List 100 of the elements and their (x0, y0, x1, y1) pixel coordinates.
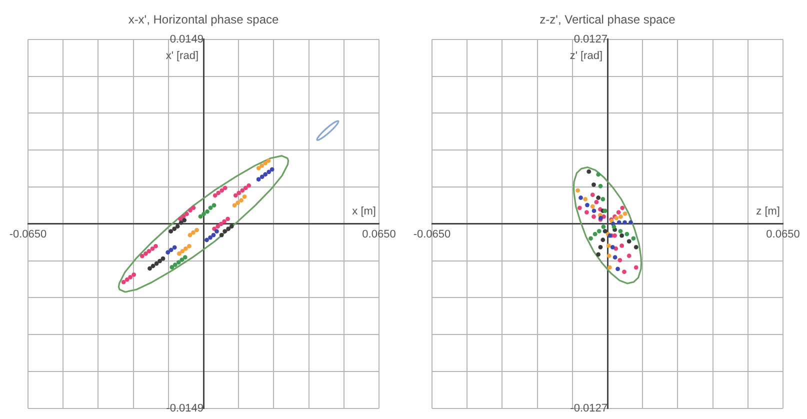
point (146, 248, 152, 254)
point (624, 232, 630, 236)
point (590, 192, 595, 198)
point (626, 239, 632, 244)
point (598, 184, 603, 188)
point (266, 170, 272, 174)
point (220, 188, 224, 193)
point (208, 235, 212, 240)
point (256, 177, 261, 182)
x-axis-title: x [m] (352, 205, 376, 218)
point (214, 229, 219, 234)
point (160, 256, 166, 261)
point (168, 248, 174, 252)
point (583, 197, 588, 202)
point (191, 230, 196, 235)
point (188, 232, 192, 238)
point (208, 206, 213, 210)
chart-title: x-x', Horizontal phase space (128, 12, 279, 27)
x-tick-label: -0.0650 (9, 228, 47, 241)
point (236, 200, 240, 206)
point (266, 158, 271, 163)
point (233, 193, 238, 198)
point (236, 190, 242, 196)
point (144, 251, 148, 256)
point (592, 208, 596, 214)
point (596, 172, 601, 177)
point (132, 272, 136, 277)
point (600, 238, 606, 242)
point (622, 270, 626, 274)
point (148, 266, 152, 271)
point (222, 186, 228, 190)
point (216, 190, 221, 196)
point (577, 206, 582, 210)
point (590, 204, 595, 209)
point (585, 202, 590, 208)
point (600, 197, 606, 202)
point (601, 224, 606, 230)
point (188, 208, 192, 212)
point (154, 244, 158, 248)
point (620, 243, 624, 248)
point (622, 220, 627, 225)
point (186, 244, 192, 248)
point (194, 228, 199, 232)
y-tick-label: 0.0127 (574, 33, 608, 46)
point (606, 243, 611, 248)
point (620, 206, 625, 210)
point (242, 194, 247, 199)
point (178, 216, 182, 222)
point (270, 167, 274, 172)
point (263, 172, 268, 177)
point (616, 210, 621, 214)
point (180, 258, 184, 262)
x-tick-label: 0.0650 (362, 228, 396, 241)
point (184, 212, 189, 216)
point (256, 166, 261, 170)
y-tick-label: 0.0149 (170, 33, 204, 46)
point (616, 266, 620, 272)
point (150, 246, 155, 251)
chart-title: z-z', Vertical phase space (540, 12, 676, 27)
point (219, 232, 224, 238)
point (596, 228, 602, 234)
point (594, 200, 599, 204)
point (246, 183, 252, 188)
point (588, 236, 593, 241)
point (198, 214, 203, 219)
point (598, 244, 603, 250)
point (628, 220, 633, 225)
point (212, 193, 218, 198)
y-tick-label: -0.0127 (570, 402, 608, 414)
point (239, 198, 244, 203)
x-tick-label: -0.0650 (413, 228, 451, 241)
point (226, 226, 231, 232)
point (222, 219, 226, 224)
point (616, 220, 622, 225)
point (202, 212, 206, 216)
point (222, 229, 228, 234)
point (172, 262, 178, 267)
point (176, 260, 181, 264)
point (607, 265, 612, 270)
point (182, 218, 187, 222)
point (634, 244, 638, 250)
point (260, 174, 264, 180)
point (175, 224, 180, 229)
y-axis-title: x' [rad] (166, 50, 198, 62)
point (243, 186, 248, 190)
point (172, 245, 177, 250)
point (182, 255, 188, 260)
point (211, 232, 216, 238)
point (226, 216, 230, 222)
point (586, 169, 592, 174)
point (232, 203, 237, 208)
point (218, 222, 224, 226)
point (166, 250, 170, 255)
y-tick-label: -0.0149 (166, 402, 204, 414)
point (602, 228, 608, 234)
point (596, 196, 601, 200)
point (584, 210, 589, 214)
x-tick-label: 0.0650 (766, 228, 800, 241)
y-axis-title: z' [rad] (570, 50, 602, 62)
x-axis-title: z [m] (756, 205, 780, 218)
